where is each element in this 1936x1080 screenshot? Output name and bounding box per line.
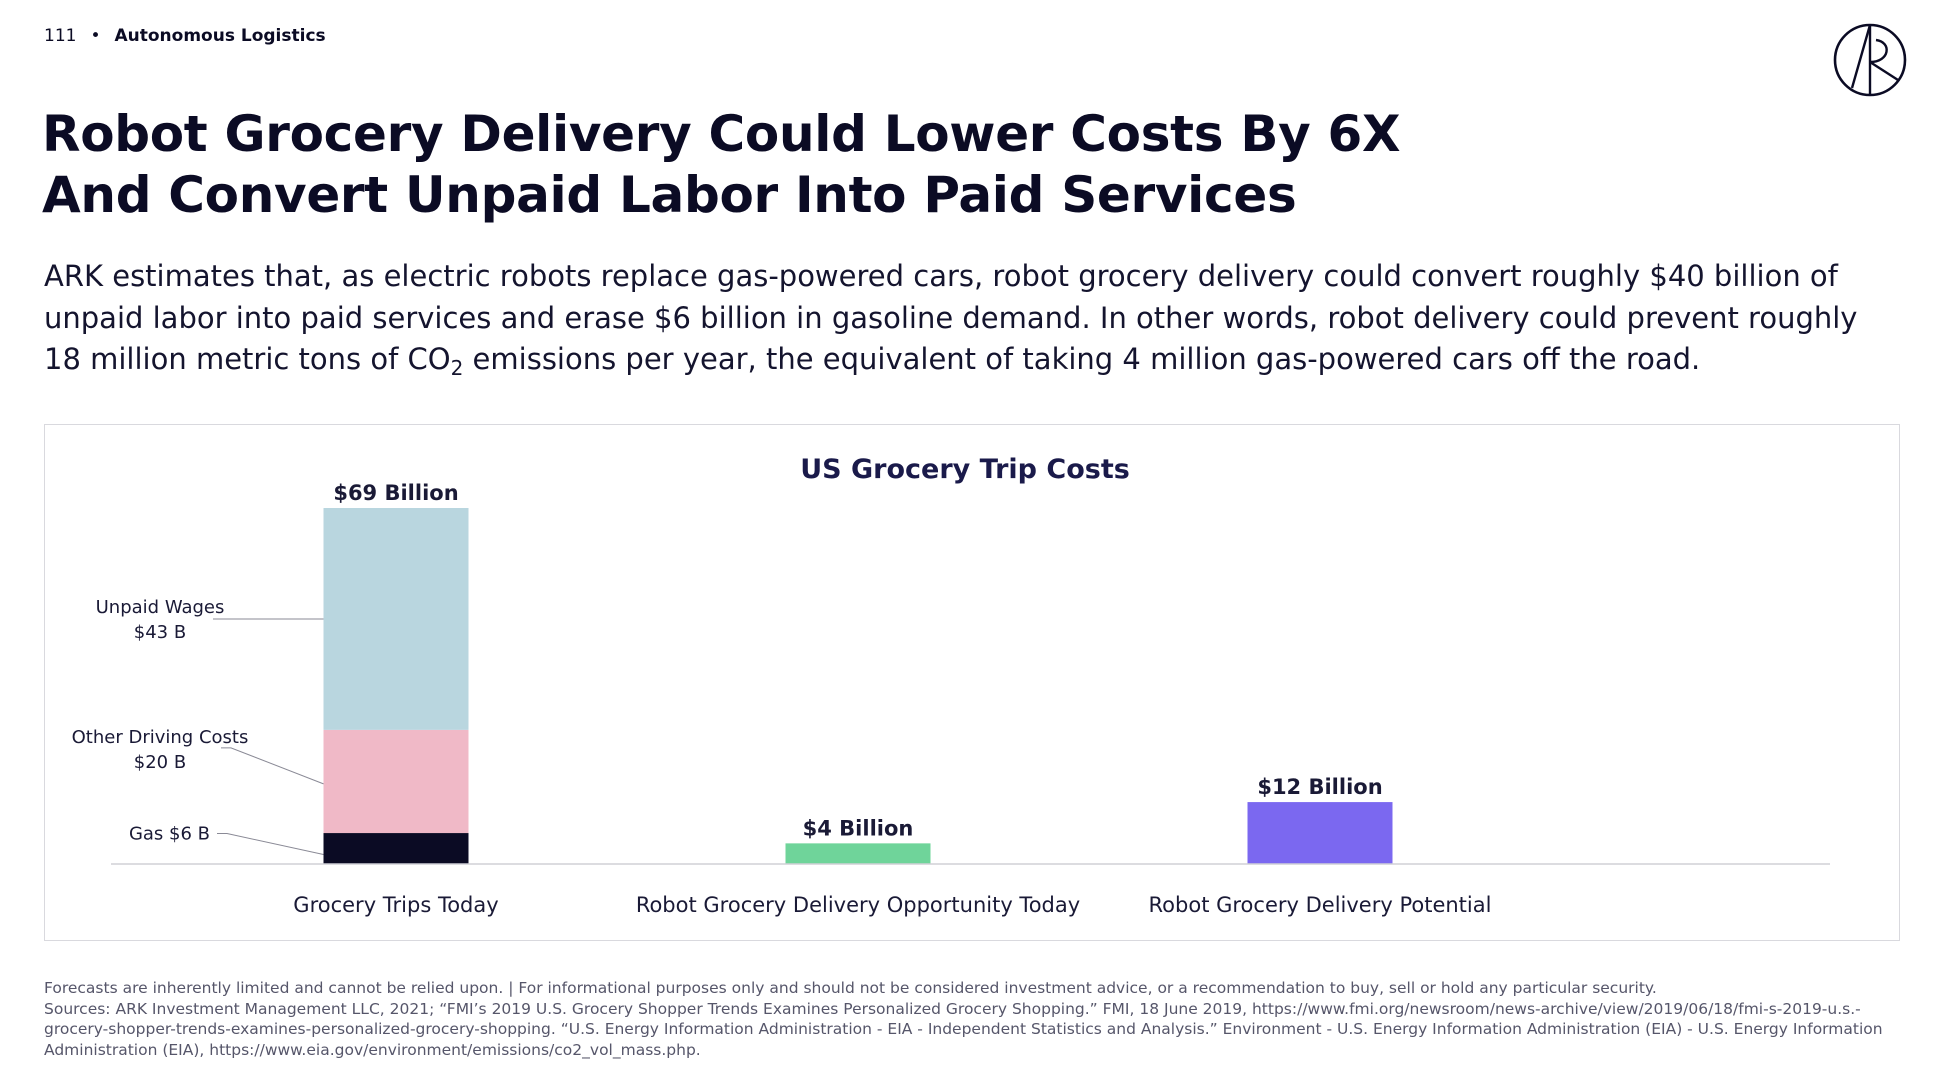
bar-segment-other-driving-costs: [323, 729, 469, 834]
grocery-costs-chart: US Grocery Trip Costs $69 Billion $4 Bill…: [72, 454, 1830, 917]
category-label-0: Grocery Trips Today: [293, 893, 498, 917]
segment-label-unpaid-wages: Unpaid Wages: [96, 597, 225, 618]
category-label-1: Robot Grocery Delivery Opportunity Today: [636, 893, 1080, 917]
segment-label-gas: Gas $6 B: [129, 824, 210, 845]
section-name: Autonomous Logistics: [114, 26, 326, 46]
bar-segment-unpaid-wages: [323, 508, 469, 730]
title-line-2: And Convert Unpaid Labor Into Paid Servi…: [42, 166, 1297, 224]
leader-line-other: [221, 747, 324, 785]
bar-delivery-potential: [1247, 802, 1393, 864]
page-number: 111: [44, 26, 77, 46]
footer-disclaimer: Forecasts are inherently limited and can…: [44, 979, 1657, 997]
total-label-1: $4 Billion: [803, 816, 914, 840]
leader-line-gas: [217, 833, 324, 856]
total-label-2: $12 Billion: [1257, 775, 1382, 799]
bar-segment-gas: [323, 833, 469, 864]
bar-opportunity-today: [785, 843, 931, 864]
description: ARK estimates that, as electric robots r…: [44, 256, 1864, 381]
chart-title: US Grocery Trip Costs: [800, 454, 1130, 485]
footer-sources: Sources: ARK Investment Management LLC, …: [44, 999, 1883, 1059]
total-label-0: $69 Billion: [333, 481, 458, 505]
segment-value-other-driving-costs: $20 B: [134, 752, 186, 773]
page-header: 111 • Autonomous Logistics: [44, 26, 326, 46]
title-line-1: Robot Grocery Delivery Could Lower Costs…: [42, 105, 1401, 163]
chart-panel: US Grocery Trip Costs $69 Billion $4 Bill…: [44, 424, 1900, 941]
description-part-1: ARK estimates that, as electric robots r…: [44, 259, 1858, 376]
header-separator: •: [90, 26, 101, 46]
segment-label-other-driving-costs: Other Driving Costs: [72, 727, 249, 748]
category-label-2: Robot Grocery Delivery Potential: [1149, 893, 1492, 917]
ark-logo-icon: [1833, 23, 1907, 97]
description-part-2: emissions per year, the equivalent of ta…: [463, 342, 1701, 376]
co2-subscript: 2: [450, 356, 464, 380]
segment-value-unpaid-wages: $43 B: [134, 622, 186, 643]
footer: Forecasts are inherently limited and can…: [44, 978, 1894, 1060]
page-title: Robot Grocery Delivery Could Lower Costs…: [42, 104, 1442, 226]
